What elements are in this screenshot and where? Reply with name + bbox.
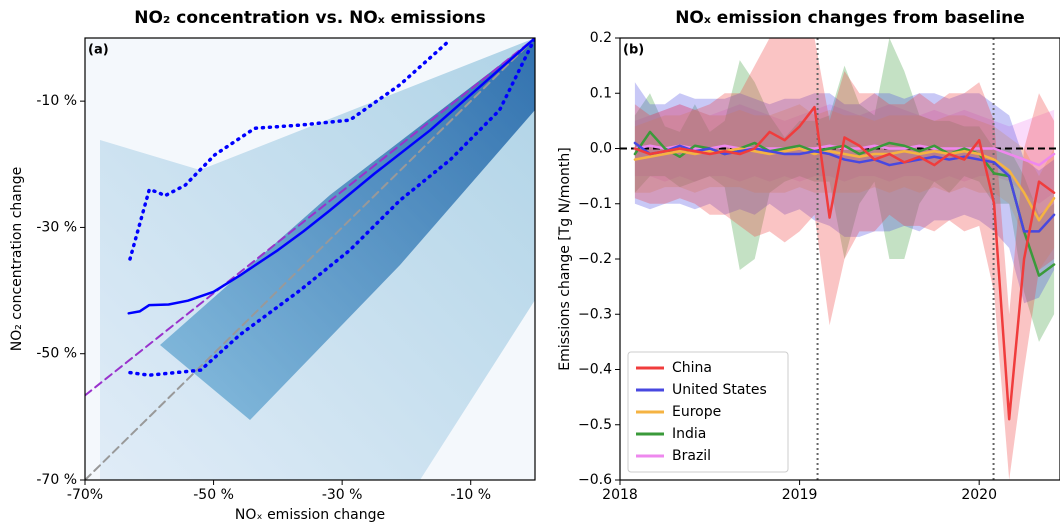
x-tick-label: -70%	[67, 487, 103, 503]
y-tick-label: −0.1	[578, 196, 612, 212]
series-line	[127, 38, 535, 315]
y-tick-label: 0.1	[590, 85, 612, 101]
y-tick-label: −0.5	[578, 417, 612, 433]
legend-label: United States	[672, 382, 767, 398]
legend-label: India	[672, 426, 706, 442]
series-line	[128, 38, 452, 261]
y-tick-label: −0.6	[578, 472, 612, 488]
uncertainty-band	[634, 38, 1055, 342]
plot-layer	[620, 38, 1060, 480]
y-tick-label: 0.2	[590, 30, 612, 46]
x-tick-label: 2020	[961, 487, 997, 503]
y-axis-label: Emissions change [Tg N/month]	[557, 147, 573, 370]
x-tick-label: -30 %	[322, 487, 363, 503]
panel-label: (a)	[88, 43, 109, 58]
x-tick-label: 2018	[602, 487, 638, 503]
chart-title: NOₓ emission changes from baseline	[675, 8, 1025, 28]
series-line	[633, 105, 1056, 421]
x-tick-label: -10 %	[450, 487, 491, 503]
uncertainty-band	[634, 82, 1055, 304]
legend-box	[627, 351, 789, 473]
y-tick-label: -50 %	[36, 346, 77, 362]
legend-label: Brazil	[672, 448, 711, 464]
series-line	[85, 38, 535, 480]
panel-label: (b)	[623, 43, 644, 58]
x-axis-label: NOₓ emission change	[235, 507, 385, 523]
chart-title: NO₂ concentration vs. NOₓ emissions	[134, 8, 485, 28]
y-tick-label: -10 %	[36, 93, 77, 109]
legend-label: China	[672, 360, 712, 376]
y-tick-label: -30 %	[36, 219, 77, 235]
y-tick-label: -70 %	[36, 472, 77, 488]
x-tick-label: -50 %	[193, 487, 234, 503]
y-tick-label: 0.0	[590, 141, 612, 157]
y-tick-label: −0.3	[578, 306, 612, 322]
uncertainty-band	[634, 104, 1055, 271]
y-tick-label: −0.4	[578, 362, 612, 378]
x-tick-label: 2019	[782, 487, 818, 503]
series-line	[85, 38, 535, 397]
legend-label: Europe	[672, 404, 721, 420]
y-tick-label: −0.2	[578, 251, 612, 267]
plot-frame	[84, 37, 536, 481]
plot-layer	[85, 38, 535, 480]
series-line	[128, 38, 535, 377]
y-axis-label: NO₂ concentration change	[9, 167, 25, 352]
